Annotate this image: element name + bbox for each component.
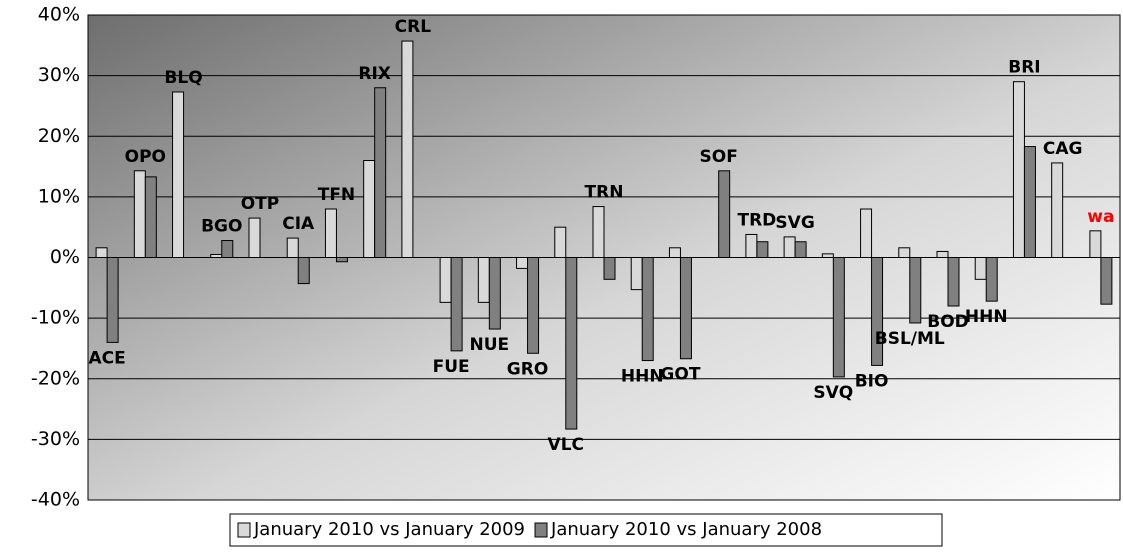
category-label: NUE bbox=[470, 335, 510, 355]
category-label: BSL/ML bbox=[875, 329, 945, 349]
bar bbox=[832, 257, 845, 378]
bar bbox=[756, 241, 769, 259]
bar bbox=[947, 257, 960, 307]
bar bbox=[1012, 81, 1025, 258]
bar bbox=[324, 208, 337, 258]
bar bbox=[297, 257, 310, 285]
category-label: HHN bbox=[621, 367, 664, 387]
bar bbox=[554, 226, 567, 258]
legend-label: January 2010 vs January 2008 bbox=[550, 519, 822, 540]
bar bbox=[630, 257, 643, 291]
bar bbox=[871, 257, 884, 366]
y-tick-label: -20% bbox=[31, 367, 80, 389]
bar bbox=[450, 257, 463, 352]
bar bbox=[106, 257, 119, 343]
category-label: VLC bbox=[548, 435, 584, 455]
bar bbox=[286, 237, 299, 259]
bar bbox=[821, 253, 834, 259]
legend-box bbox=[229, 513, 943, 547]
category-label: CIA bbox=[282, 214, 315, 234]
category-label: FUE bbox=[433, 357, 470, 377]
category-label: SOF bbox=[700, 147, 738, 167]
bar bbox=[909, 257, 922, 324]
bar bbox=[210, 253, 223, 258]
y-tick-label: 40% bbox=[38, 4, 80, 26]
category-label: ACE bbox=[88, 348, 125, 368]
category-label: BRI bbox=[1008, 58, 1040, 78]
category-label: TRD bbox=[737, 210, 776, 230]
category-label: HHN bbox=[965, 307, 1008, 327]
bar bbox=[221, 240, 234, 258]
bar bbox=[488, 257, 501, 330]
category-label: SVQ bbox=[813, 383, 853, 403]
bar bbox=[335, 257, 348, 263]
bar bbox=[898, 247, 911, 259]
bar bbox=[133, 170, 146, 258]
bar bbox=[95, 247, 108, 259]
bar bbox=[1051, 162, 1064, 258]
y-tick-label: -40% bbox=[31, 489, 80, 511]
legend-swatch bbox=[534, 522, 548, 538]
bar bbox=[248, 217, 261, 258]
category-label: BIO bbox=[855, 371, 889, 391]
legend-label: January 2010 vs January 2009 bbox=[253, 519, 525, 540]
bar bbox=[1023, 146, 1036, 258]
bar bbox=[592, 206, 605, 258]
category-label: SVG bbox=[775, 213, 814, 233]
bar bbox=[1089, 230, 1102, 258]
bar bbox=[477, 257, 490, 303]
bar bbox=[172, 91, 185, 259]
category-label: OTP bbox=[241, 194, 280, 214]
y-tick-label: 20% bbox=[38, 125, 80, 147]
category-label: TFN bbox=[318, 185, 355, 205]
bar bbox=[641, 257, 654, 362]
bar bbox=[936, 250, 949, 258]
legend-swatch bbox=[237, 522, 251, 538]
bar bbox=[718, 170, 731, 258]
category-label: BLQ bbox=[164, 68, 202, 88]
category-label: CRL bbox=[395, 17, 432, 37]
category-label: BOD bbox=[927, 312, 969, 332]
bar bbox=[527, 257, 540, 354]
category-label: GRO bbox=[507, 359, 549, 379]
bar bbox=[565, 257, 578, 430]
bar bbox=[603, 257, 616, 280]
category-label: BGO bbox=[201, 217, 242, 237]
bar bbox=[144, 176, 157, 258]
bar bbox=[985, 257, 998, 302]
bar bbox=[439, 257, 452, 303]
y-tick-label: -30% bbox=[31, 428, 80, 450]
bar bbox=[794, 241, 807, 259]
y-tick-label: 0% bbox=[50, 246, 80, 268]
category-label: GOT bbox=[660, 365, 700, 385]
bar bbox=[783, 236, 796, 258]
bar bbox=[516, 257, 529, 269]
bar bbox=[860, 208, 873, 258]
category-label: TRN bbox=[585, 183, 624, 203]
category-label: RIX bbox=[358, 64, 391, 84]
bar bbox=[1100, 257, 1113, 305]
bar bbox=[363, 160, 376, 258]
y-tick-label: 10% bbox=[38, 185, 80, 207]
category-label: wa bbox=[1087, 207, 1114, 227]
y-tick-label: -10% bbox=[31, 307, 80, 329]
category-label: CAG bbox=[1043, 139, 1083, 159]
bar bbox=[679, 257, 692, 360]
bar bbox=[668, 247, 681, 259]
bar bbox=[401, 40, 414, 258]
bar bbox=[974, 257, 987, 280]
category-label: OPO bbox=[125, 147, 166, 167]
bar bbox=[374, 87, 387, 258]
y-tick-label: 30% bbox=[38, 64, 80, 86]
bar bbox=[745, 233, 758, 258]
